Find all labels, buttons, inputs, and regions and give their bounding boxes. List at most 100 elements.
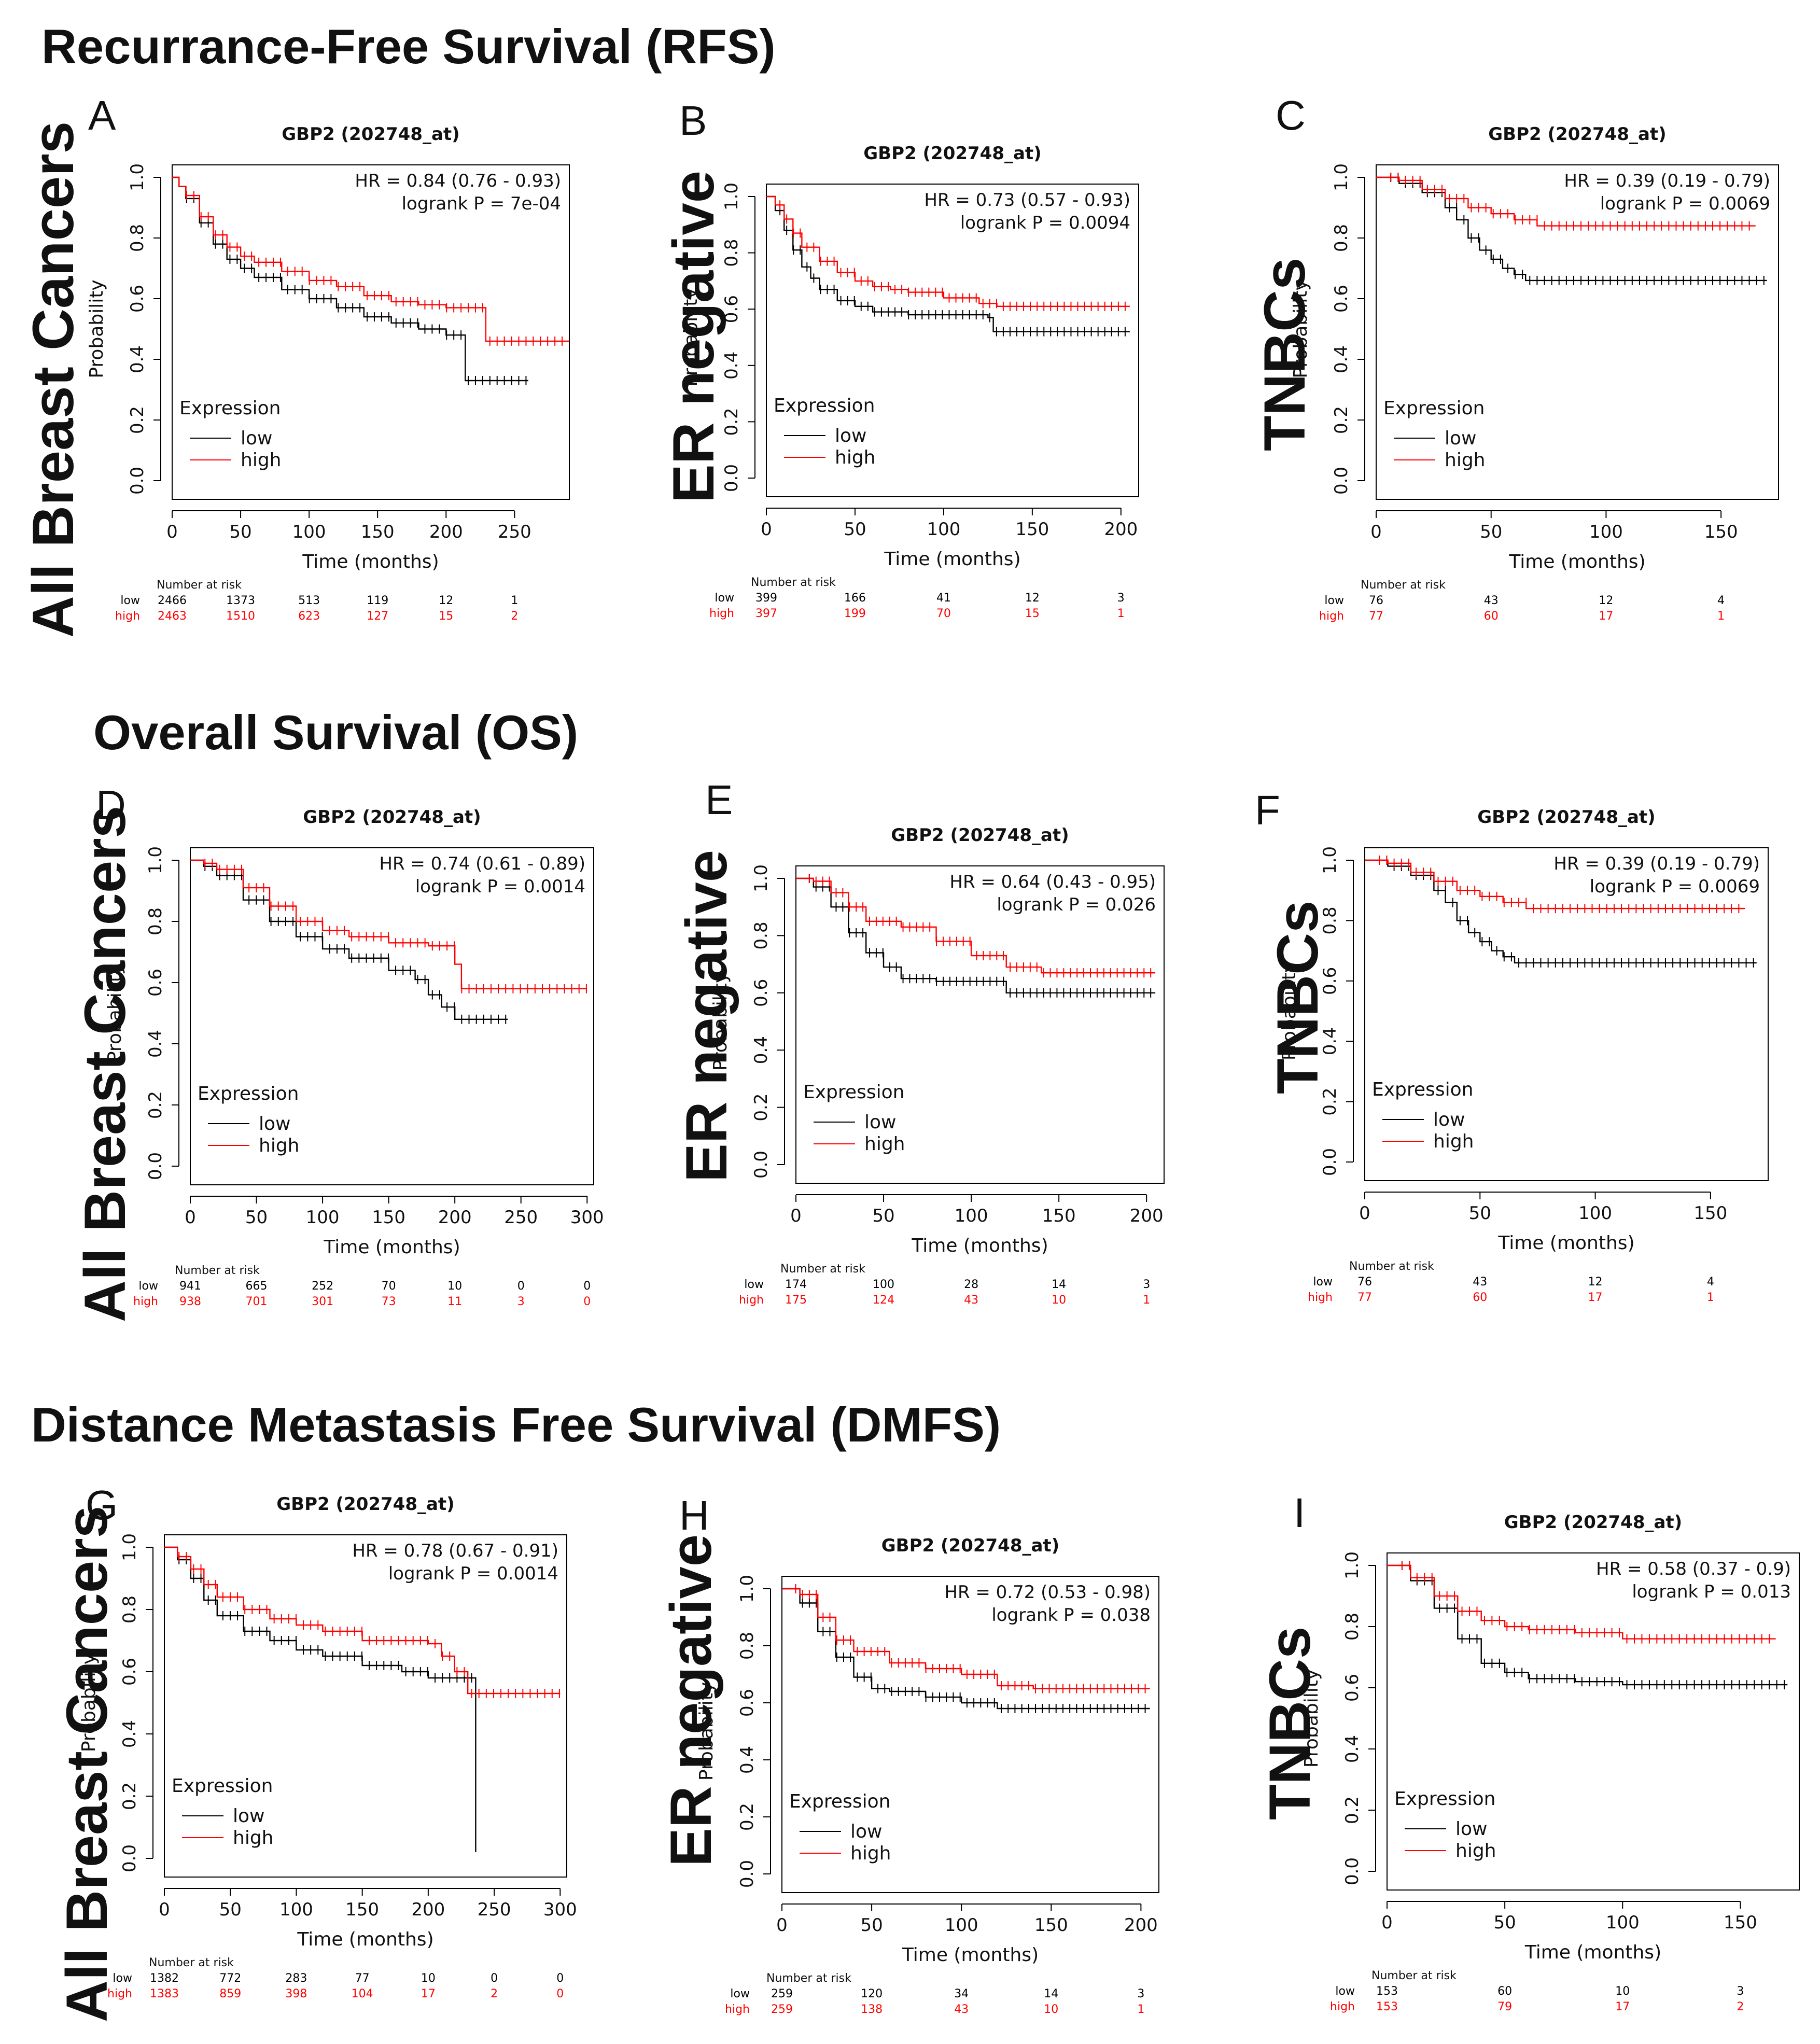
logrank-stat: logrank P = 0.013 (1632, 1581, 1791, 1602)
x-tick-label: 250 (478, 1899, 511, 1920)
risk-table-title: Number at risk (766, 1972, 851, 1985)
risk-count-low: 12 (1599, 594, 1613, 607)
y-axis-label: Probability (710, 972, 731, 1071)
risk-table-title: Number at risk (1371, 1969, 1457, 1982)
x-tick-label: 50 (844, 519, 866, 540)
risk-count-low: 12 (1025, 592, 1040, 605)
y-tick-label: 1.0 (1320, 846, 1340, 874)
y-tick-label: 0.6 (1320, 967, 1340, 995)
y-tick-label: 0.4 (721, 352, 742, 380)
risk-count-high: 124 (873, 1294, 894, 1307)
x-tick-label: 100 (955, 1206, 988, 1226)
km-curve-high (172, 176, 569, 342)
risk-count-low: 100 (873, 1278, 894, 1291)
y-tick-label: 0.6 (127, 285, 148, 313)
hr-stat: HR = 0.78 (0.67 - 0.91) (352, 1541, 558, 1561)
risk-count-low: 28 (964, 1278, 978, 1291)
risk-count-high: 701 (246, 1295, 268, 1308)
hr-stat: HR = 0.64 (0.43 - 0.95) (949, 872, 1156, 892)
legend-label-high: high (1445, 450, 1486, 471)
legend-title: Expression (1383, 398, 1485, 419)
y-tick-label: 0.4 (1320, 1027, 1340, 1055)
panel-i: TNBCs I GBP2 (202748_at) 0 50 100 150 Time (mon… (1257, 1490, 1800, 2013)
x-tick-label: 0 (166, 522, 178, 542)
risk-count-high: 1 (1117, 607, 1125, 620)
x-tick-label: 250 (504, 1207, 538, 1228)
y-tick-label: 0.4 (751, 1036, 772, 1064)
risk-table-title: Number at risk (780, 1263, 865, 1276)
x-tick-label: 150 (1724, 1912, 1757, 1933)
logrank-stat: logrank P = 0.0069 (1590, 876, 1760, 897)
legend-label-low: low (259, 1113, 290, 1135)
risk-count-low: 3 (1143, 1278, 1150, 1291)
y-tick-label: 0.8 (751, 921, 772, 949)
row-label: All Breast Cancers (54, 1506, 119, 2022)
x-tick-label: 0 (761, 519, 772, 540)
y-axis-label: Probability (1279, 962, 1300, 1060)
y-tick-label: 0.0 (721, 464, 742, 492)
y-tick-label: 0.2 (751, 1094, 772, 1122)
panel-letter: G (86, 1482, 118, 1528)
y-tick-label: 0.4 (1342, 1735, 1363, 1763)
legend-title: Expression (803, 1082, 904, 1103)
km-curve-high (1387, 1564, 1776, 1640)
risk-count-high: 70 (936, 607, 951, 620)
risk-count-low: 166 (844, 592, 866, 605)
y-tick-label: 0.8 (127, 224, 148, 252)
y-tick-label: 0.6 (737, 1689, 758, 1717)
y-tick-label: 0.0 (751, 1151, 772, 1179)
x-tick-label: 250 (498, 522, 531, 542)
y-tick-label: 0.4 (737, 1746, 758, 1774)
hr-stat: HR = 0.58 (0.37 - 0.9) (1596, 1559, 1791, 1579)
risk-count-high: 127 (367, 610, 388, 623)
legend-label-low: low (1433, 1109, 1465, 1130)
risk-count-low: 43 (1484, 594, 1499, 607)
risk-count-high: 2463 (158, 610, 187, 623)
risk-table-title: Number at risk (1349, 1260, 1434, 1273)
risk-count-high: 1510 (226, 610, 255, 623)
legend-label-high: high (259, 1135, 300, 1156)
y-tick-label: 0.2 (721, 408, 742, 436)
x-axis-label: Time (months) (323, 1237, 460, 1258)
y-tick-label: 0.4 (119, 1720, 140, 1748)
risk-count-high: 10 (1052, 1294, 1066, 1307)
y-tick-label: 1.0 (751, 864, 772, 892)
x-tick-label: 0 (790, 1206, 802, 1226)
risk-count-high: 398 (285, 1987, 307, 2000)
y-tick-label: 1.0 (1342, 1551, 1363, 1579)
y-tick-label: 0.6 (145, 969, 166, 997)
risk-count-high: 0 (556, 1987, 564, 2000)
risk-count-high: 859 (219, 1987, 241, 2000)
y-tick-label: 0.2 (737, 1803, 758, 1831)
risk-count-low: 120 (861, 1987, 883, 2000)
risk-count-low: 4 (1717, 594, 1725, 607)
logrank-stat: logrank P = 0.038 (991, 1605, 1151, 1626)
plot-title: GBP2 (202748_at) (303, 807, 481, 828)
risk-count-low: 14 (1052, 1278, 1066, 1291)
x-tick-label: 200 (1130, 1206, 1164, 1226)
y-tick-label: 0.0 (1320, 1148, 1340, 1176)
risk-count-high: 2 (1737, 2000, 1744, 2013)
x-tick-label: 50 (860, 1915, 883, 1936)
risk-count-high: 104 (352, 1987, 373, 2000)
risk-count-high: 153 (1376, 2000, 1398, 2013)
risk-row-label-low: low (120, 594, 140, 607)
risk-count-high: 1 (1143, 1294, 1150, 1307)
x-axis-label: Time (months) (884, 549, 1020, 570)
row-label: ER negative (661, 171, 726, 503)
y-tick-label: 0.4 (145, 1030, 166, 1058)
x-axis-label: Time (months) (297, 1929, 433, 1950)
x-tick-label: 200 (1104, 519, 1138, 540)
section-title-rfs: Recurrance-Free Survival (RFS) (41, 19, 776, 74)
y-axis-label: Probability (1301, 1669, 1322, 1768)
x-axis-label: Time (months) (1497, 1233, 1634, 1254)
risk-count-high: 2 (511, 610, 518, 623)
x-tick-label: 50 (1469, 1203, 1491, 1224)
legend-label-low: low (864, 1112, 896, 1133)
x-tick-label: 50 (1494, 1912, 1516, 1933)
legend-label-high: high (864, 1133, 905, 1155)
logrank-stat: logrank P = 0.0069 (1600, 193, 1770, 214)
y-axis-label: Probability (86, 279, 107, 378)
